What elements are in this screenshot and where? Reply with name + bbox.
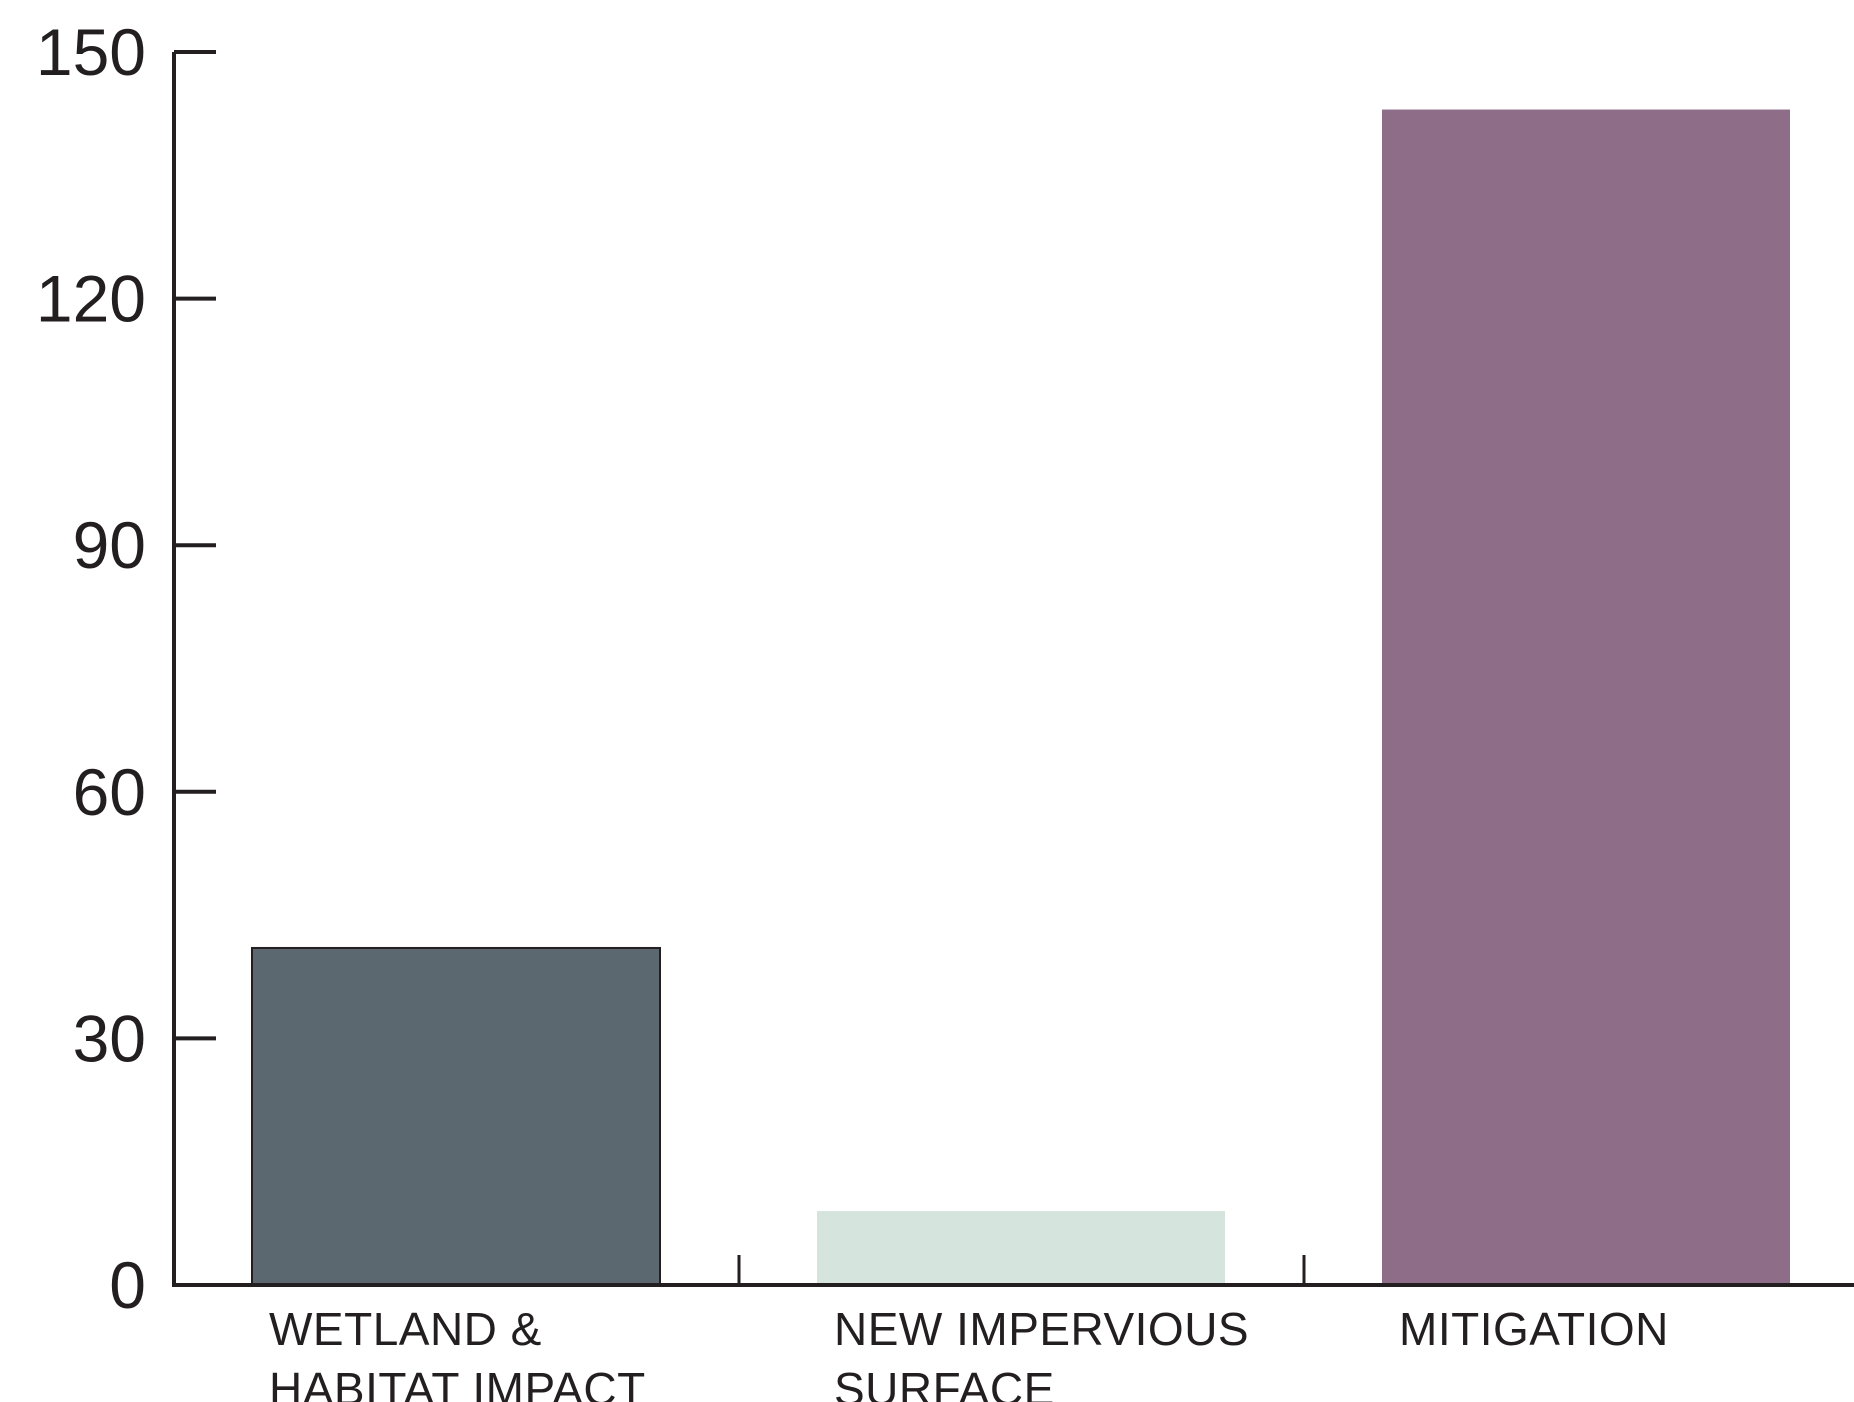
x-category-label: MITIGATION [1399,1303,1669,1355]
y-axis-ticks: 0 30 60 90 120 150 [36,15,216,1322]
bars [251,109,1790,1286]
bar-0 [251,946,661,1286]
x-category-label: WETLAND & [269,1303,542,1355]
bar-2 [1382,109,1790,1285]
bar-1 [817,1211,1225,1285]
y-tick-label: 60 [73,755,146,829]
x-category-label: HABITAT IMPACT [269,1363,646,1402]
x-category-label: NEW IMPERVIOUS [834,1303,1249,1355]
x-axis-labels: WETLAND & HABITAT IMPACT NEW IMPERVIOUS SUR… [269,1303,1669,1402]
y-tick-label: 150 [36,15,146,89]
x-category-label: SURFACE [834,1363,1055,1402]
y-tick-label: 30 [73,1001,146,1075]
y-tick-label: 90 [73,508,146,582]
y-tick-label: 0 [109,1248,146,1322]
y-tick-label: 120 [36,262,146,336]
axes [172,52,1854,1287]
